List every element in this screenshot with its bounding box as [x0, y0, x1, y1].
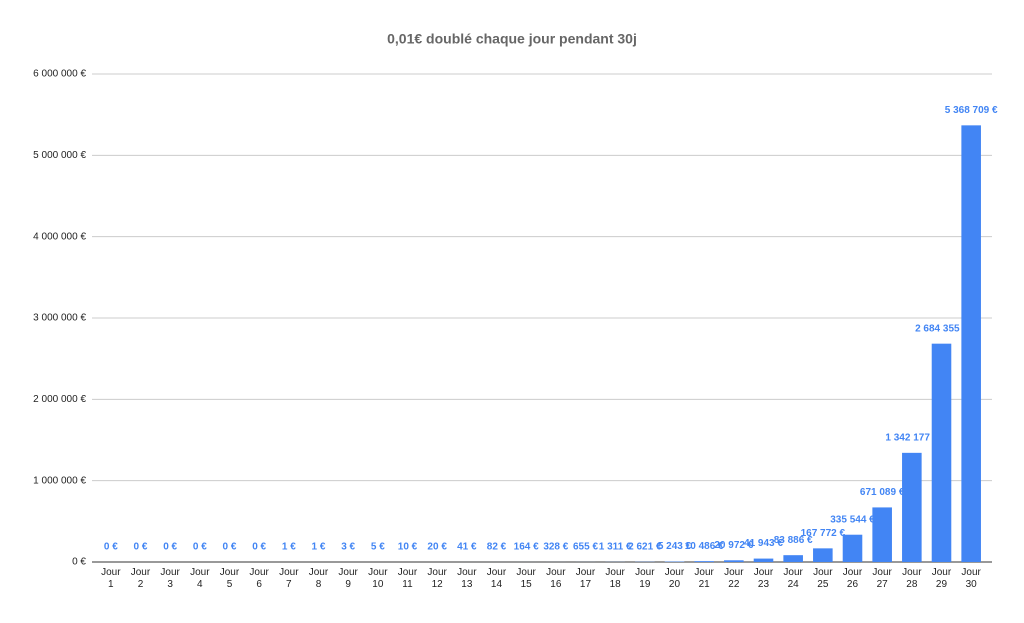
- bar: [961, 125, 981, 562]
- value-label: 0 €: [104, 542, 118, 553]
- value-label: 5 368 709 €: [945, 105, 998, 116]
- bar: [902, 452, 922, 562]
- value-label: 164 €: [514, 542, 539, 553]
- value-label: 82 €: [487, 542, 507, 553]
- bar: [753, 558, 774, 562]
- x-tick-label: Jour 15: [516, 567, 536, 590]
- x-tick-label: Jour 12: [427, 567, 447, 590]
- value-label: 20 €: [427, 542, 447, 553]
- x-tick-label: Jour 21: [694, 567, 714, 590]
- value-label: 0 €: [134, 542, 148, 553]
- value-label: 3 €: [341, 542, 355, 553]
- x-tick-label: Jour 25: [813, 567, 833, 590]
- x-tick-label: Jour 19: [635, 567, 655, 590]
- x-tick-label: Jour 23: [753, 567, 774, 590]
- value-label: 0 €: [223, 542, 237, 553]
- value-label: 41 943 €: [744, 538, 783, 549]
- value-label: 167 772 €: [801, 528, 846, 539]
- value-label: 1 342 177 €: [885, 432, 938, 443]
- value-label: 83 886 €: [774, 535, 813, 546]
- value-label: 5 243 €: [658, 541, 692, 552]
- value-label: 2 621 €: [628, 541, 662, 552]
- x-tick-label: Jour 5: [219, 567, 240, 590]
- bar: [842, 534, 863, 562]
- x-tick-label: Jour 10: [368, 567, 388, 590]
- x-tick-label: Jour 1: [101, 567, 121, 590]
- value-label: 20 972 €: [714, 540, 753, 551]
- x-tick-label: Jour 3: [160, 567, 180, 590]
- value-label: 671 089 €: [860, 487, 905, 498]
- x-tick-label: Jour 14: [486, 567, 507, 590]
- bar: [694, 561, 714, 562]
- value-label: 5 €: [371, 542, 385, 553]
- value-label: 328 €: [543, 542, 568, 553]
- x-tick-label: Jour 4: [190, 567, 210, 590]
- x-tick-label: Jour 28: [902, 567, 922, 590]
- value-label: 1 311 €: [599, 542, 632, 553]
- y-tick-label: 5 000 000 €: [33, 150, 86, 161]
- value-label: 335 544 €: [830, 514, 875, 525]
- y-tick-label: 6 000 000 €: [33, 69, 86, 80]
- x-tick-label: Jour 7: [279, 567, 299, 590]
- value-label: 10 €: [398, 542, 418, 553]
- x-tick-label: Jour 20: [664, 567, 685, 590]
- bar: [931, 343, 952, 562]
- x-tick-label: Jour 17: [575, 567, 596, 590]
- x-tick-label: Jour 29: [931, 567, 952, 590]
- x-tick-label: Jour 2: [130, 567, 151, 590]
- x-tick-label: Jour 11: [397, 567, 418, 590]
- value-label: 0 €: [193, 542, 207, 553]
- x-tick-label: Jour 22: [724, 567, 744, 590]
- bar: [872, 507, 892, 562]
- y-tick-label: 4 000 000 €: [33, 231, 86, 242]
- value-label: 2 684 355 €: [915, 323, 968, 334]
- value-label: 0 €: [163, 542, 177, 553]
- x-tick-label: Jour 16: [546, 567, 566, 590]
- y-tick-label: 2 000 000 €: [33, 394, 86, 405]
- bar: [783, 555, 803, 562]
- chart-title: 0,01€ doublé chaque jour pendant 30j: [387, 31, 637, 47]
- value-label: 1 €: [312, 542, 326, 553]
- y-tick-label: 1 000 000 €: [33, 475, 86, 486]
- x-tick-label: Jour 26: [842, 567, 863, 590]
- bar: [724, 560, 744, 562]
- x-tick-label: Jour 6: [249, 567, 269, 590]
- x-tick-label: Jour 13: [457, 567, 477, 590]
- value-label: 1 €: [282, 542, 296, 553]
- x-tick-label: Jour 27: [872, 567, 892, 590]
- value-label: 655 €: [573, 542, 598, 553]
- value-label: 0 €: [252, 542, 266, 553]
- x-tick-label: Jour 9: [338, 567, 358, 590]
- value-label: 10 486 €: [685, 541, 724, 552]
- x-tick-label: Jour 18: [605, 567, 625, 590]
- bar: [813, 548, 833, 562]
- x-tick-label: Jour 8: [308, 567, 329, 590]
- y-tick-label: 3 000 000 €: [33, 313, 86, 324]
- value-label: 41 €: [457, 542, 477, 553]
- x-tick-label: Jour 24: [783, 567, 803, 590]
- x-tick-label: Jour 30: [961, 567, 981, 590]
- y-tick-label: 0 €: [72, 557, 86, 568]
